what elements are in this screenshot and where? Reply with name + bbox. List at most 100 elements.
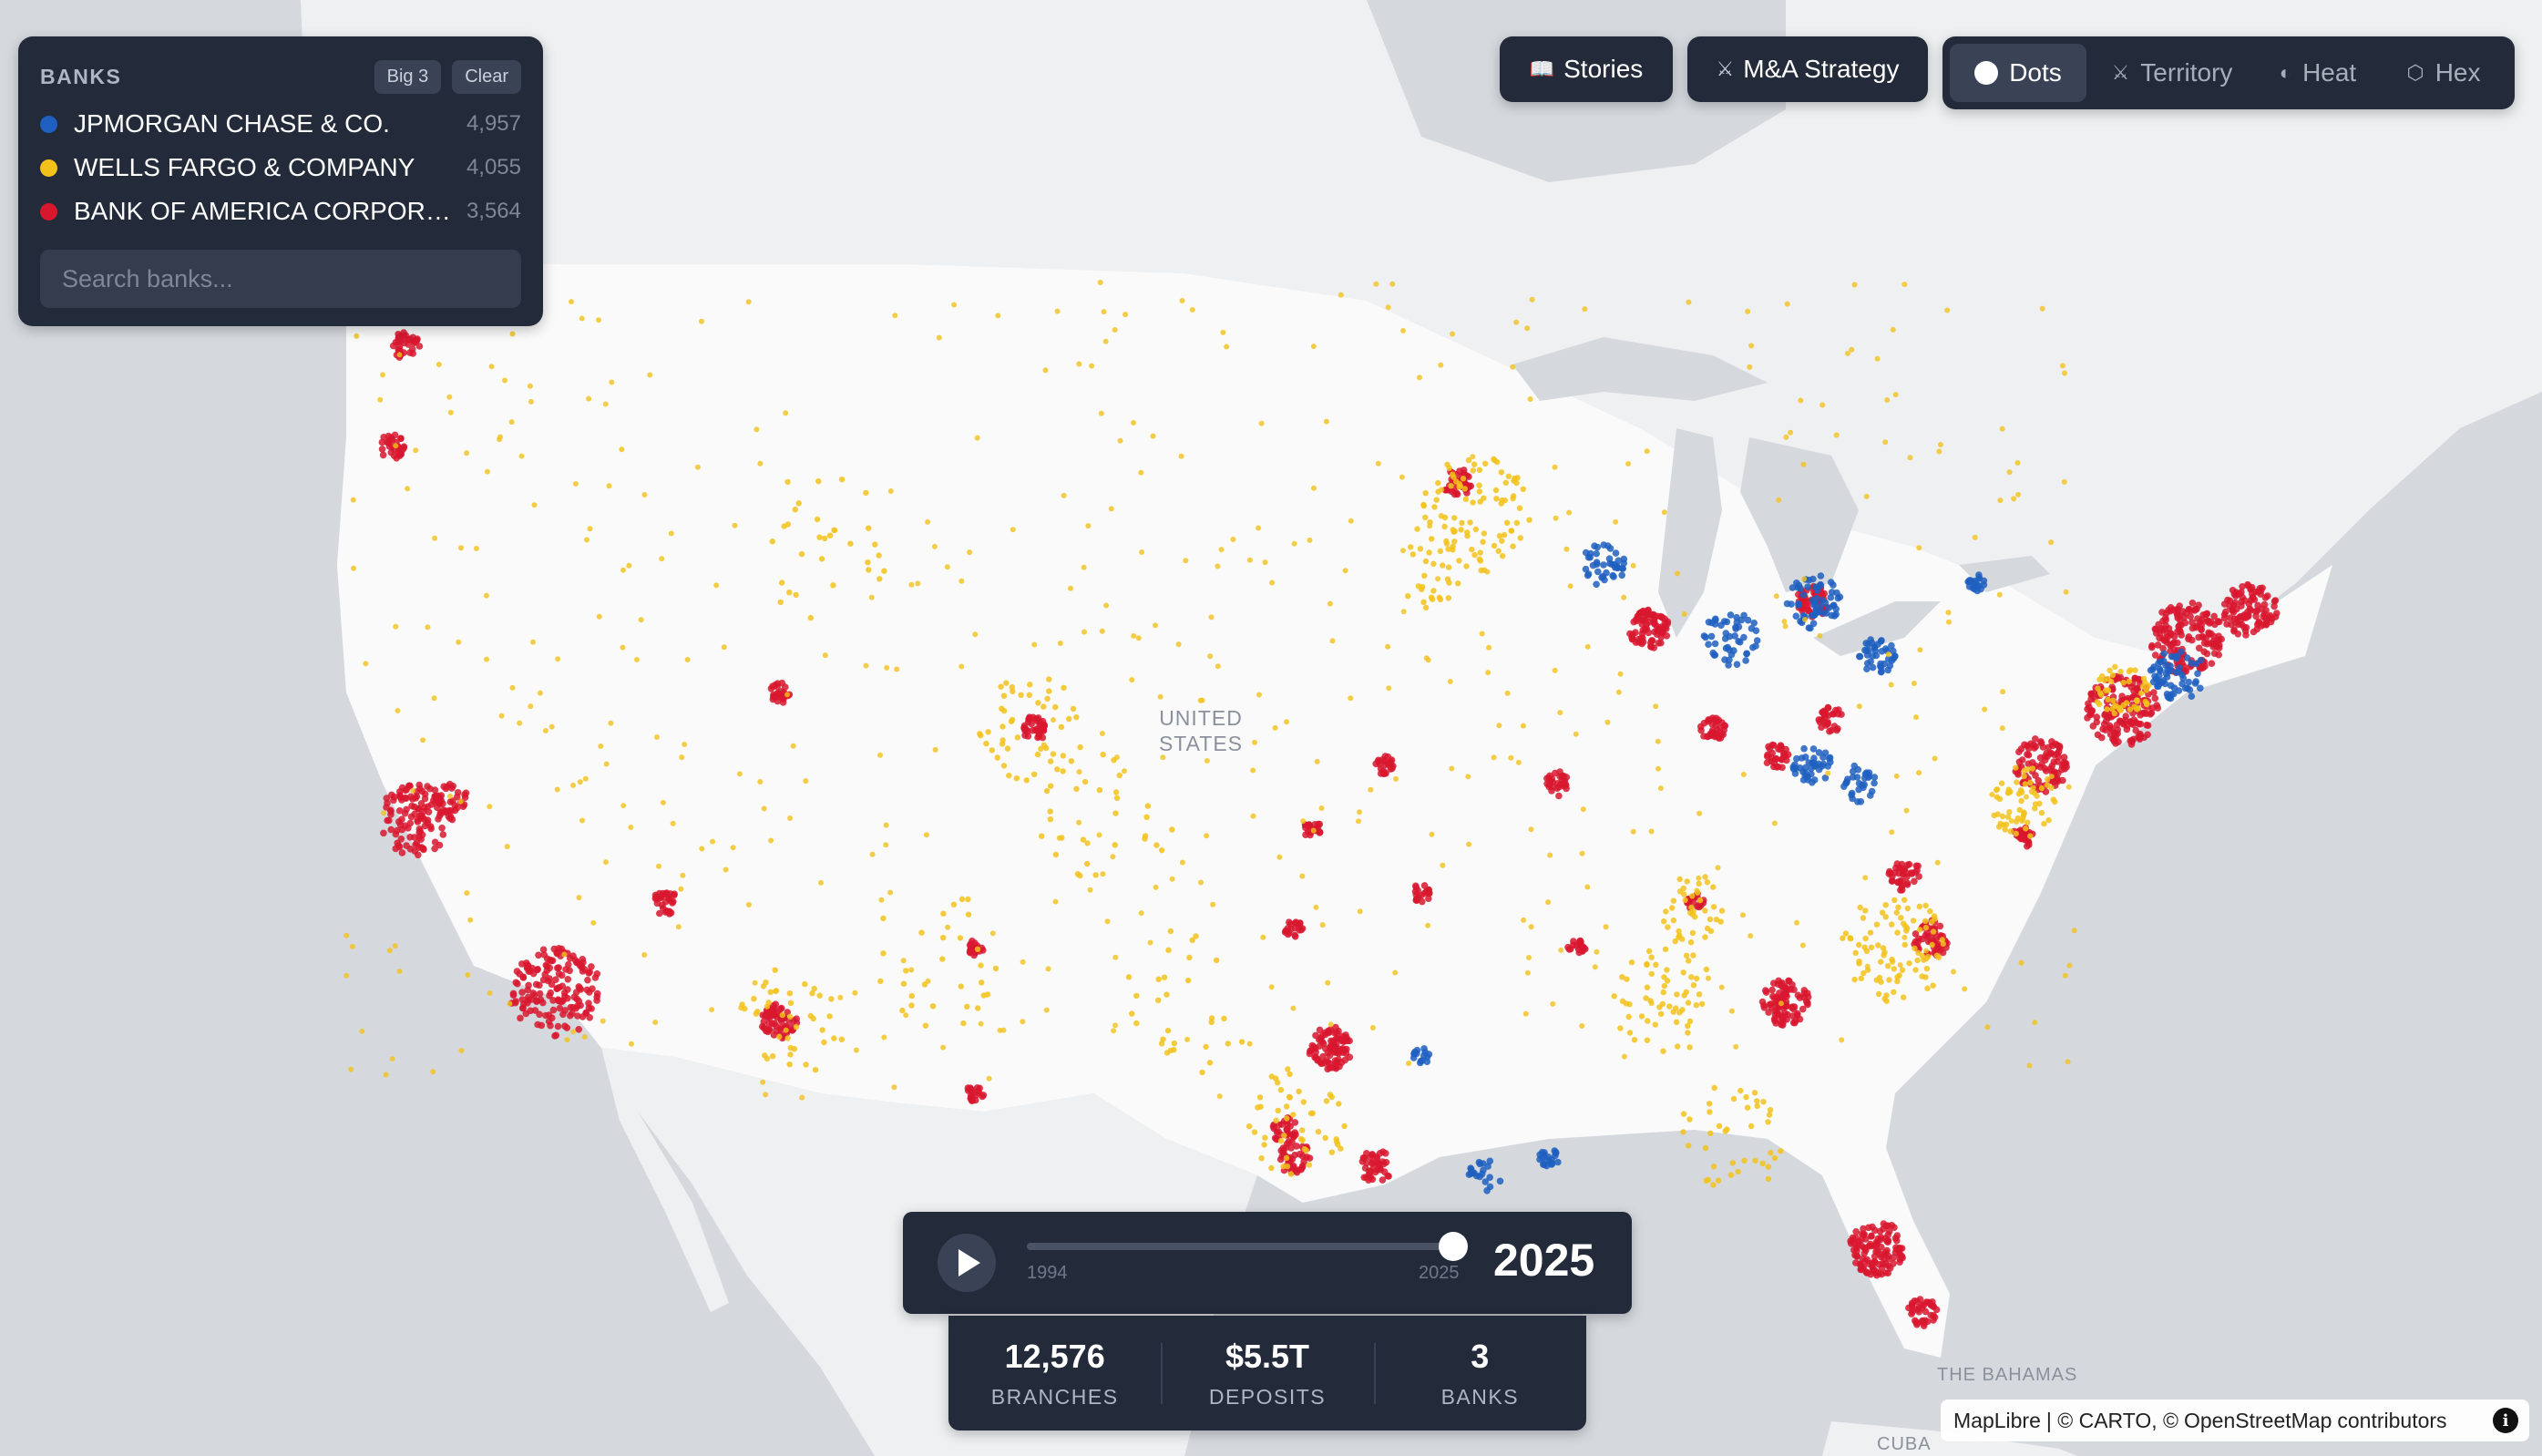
branch-dot bbox=[1038, 745, 1044, 753]
branch-dot bbox=[1852, 1228, 1860, 1236]
maplibre-link[interactable]: MapLibre bbox=[1953, 1408, 2041, 1432]
branch-dot bbox=[1893, 773, 1900, 779]
branch-dot bbox=[994, 754, 1000, 761]
timeline-slider[interactable] bbox=[1027, 1232, 1468, 1261]
branch-dot bbox=[1139, 549, 1145, 555]
mode-heat[interactable]: ◐ Heat bbox=[2258, 44, 2378, 102]
branch-dot bbox=[1645, 1018, 1651, 1024]
branch-dot bbox=[787, 1013, 794, 1020]
branch-dot bbox=[1218, 547, 1225, 553]
branch-dot bbox=[1368, 1151, 1376, 1159]
branch-dot bbox=[2137, 720, 2145, 728]
mode-hex[interactable]: ⬡ Hex bbox=[2382, 44, 2506, 102]
branch-dot bbox=[1696, 875, 1702, 881]
branch-dots-layer bbox=[343, 280, 2281, 1329]
branch-dot bbox=[783, 410, 789, 416]
branch-dot bbox=[1676, 876, 1683, 883]
branch-dot bbox=[1495, 548, 1502, 554]
branch-dot bbox=[892, 313, 898, 319]
branch-dot bbox=[1922, 955, 1930, 962]
branch-dot bbox=[1875, 942, 1881, 948]
branch-dot bbox=[1782, 623, 1789, 630]
branch-dot bbox=[2156, 665, 2164, 673]
branch-dot bbox=[784, 1035, 791, 1041]
branch-dot bbox=[1500, 553, 1506, 559]
branch-dot bbox=[1870, 1266, 1877, 1273]
branch-dot bbox=[2194, 670, 2201, 678]
branch-dot bbox=[1844, 350, 1850, 356]
branch-dot bbox=[2041, 820, 2047, 827]
mode-territory[interactable]: ⚔ Territory bbox=[2090, 44, 2254, 102]
branch-dot bbox=[1238, 1039, 1245, 1045]
branch-dot bbox=[670, 820, 676, 826]
branch-dot bbox=[405, 782, 414, 790]
country-label: UNITED STATES bbox=[1158, 706, 1244, 755]
branch-dot bbox=[2015, 791, 2023, 797]
branch-dot bbox=[1420, 599, 1427, 605]
branch-dot bbox=[1296, 927, 1304, 934]
branch-dot bbox=[473, 546, 479, 551]
branch-dot bbox=[431, 845, 438, 853]
branch-dot bbox=[1822, 610, 1830, 617]
branch-dot bbox=[1491, 754, 1497, 761]
branch-dot bbox=[602, 401, 609, 407]
lake-erie bbox=[1813, 601, 1941, 656]
branch-dot bbox=[1712, 717, 1720, 725]
branch-dot bbox=[1215, 563, 1221, 569]
bank-item-bank-of-america[interactable]: BANK OF AMERICA CORPORATION 3,564 bbox=[40, 190, 521, 233]
mode-label: Territory bbox=[2140, 58, 2233, 87]
branch-dot bbox=[1685, 1022, 1691, 1030]
branch-dot bbox=[409, 333, 417, 342]
branch-dot bbox=[1924, 985, 1931, 992]
bank-count: 3,564 bbox=[466, 199, 521, 223]
branch-dot bbox=[654, 734, 660, 740]
mode-dots[interactable]: Dots bbox=[1950, 44, 2086, 102]
branch-dot bbox=[1989, 792, 1995, 797]
branch-dot bbox=[1858, 975, 1865, 982]
branch-dot bbox=[2023, 794, 2029, 800]
branch-dot bbox=[1153, 842, 1160, 848]
branch-dot bbox=[1861, 944, 1868, 950]
branch-dot bbox=[2192, 678, 2199, 685]
branch-dot bbox=[1307, 1047, 1315, 1054]
branch-dot bbox=[1609, 571, 1616, 579]
branch-dot bbox=[1819, 596, 1826, 604]
clear-button[interactable]: Clear bbox=[452, 59, 521, 94]
branch-dot bbox=[1463, 563, 1470, 569]
bank-item-jpmorgan[interactable]: JPMORGAN CHASE & CO. 4,957 bbox=[40, 102, 521, 146]
branch-dot bbox=[2048, 774, 2055, 780]
branch-dot bbox=[1058, 723, 1065, 730]
branch-dot bbox=[1664, 978, 1671, 984]
branch-dot bbox=[1092, 872, 1099, 878]
branch-dot bbox=[1693, 975, 1700, 982]
timeline-thumb[interactable] bbox=[1439, 1232, 1468, 1261]
branch-dot bbox=[2014, 815, 2021, 822]
branch-dot bbox=[1046, 688, 1052, 694]
big3-button[interactable]: Big 3 bbox=[374, 59, 442, 94]
branch-dot bbox=[1448, 483, 1454, 489]
cuba-label: CUBA bbox=[1877, 1434, 1932, 1454]
play-button[interactable] bbox=[938, 1234, 996, 1292]
branch-dot bbox=[1939, 937, 1945, 943]
osm-link[interactable]: OpenStreetMap bbox=[2184, 1408, 2332, 1432]
branch-dot bbox=[1688, 904, 1695, 911]
mna-strategy-button[interactable]: ⚔ M&A Strategy bbox=[1687, 36, 1928, 102]
branch-dot bbox=[1443, 538, 1450, 545]
branch-dot bbox=[1860, 915, 1867, 921]
branch-dot bbox=[1686, 1116, 1693, 1123]
info-icon[interactable]: i bbox=[2493, 1408, 2518, 1433]
branch-dot bbox=[2117, 668, 2124, 675]
branch-dot bbox=[410, 339, 418, 347]
branch-dot bbox=[408, 802, 415, 810]
branch-dot bbox=[390, 452, 398, 460]
branch-dot bbox=[586, 989, 593, 996]
branch-dot bbox=[579, 1013, 587, 1020]
branch-dot bbox=[1543, 1162, 1551, 1170]
branch-dot bbox=[1937, 442, 1943, 447]
branch-dot bbox=[509, 991, 518, 999]
bank-search-input[interactable] bbox=[40, 250, 521, 308]
bank-item-wells-fargo[interactable]: WELLS FARGO & COMPANY 4,055 bbox=[40, 146, 521, 190]
branch-dot bbox=[2127, 737, 2134, 744]
stories-button[interactable]: 📖 Stories bbox=[1500, 36, 1673, 102]
